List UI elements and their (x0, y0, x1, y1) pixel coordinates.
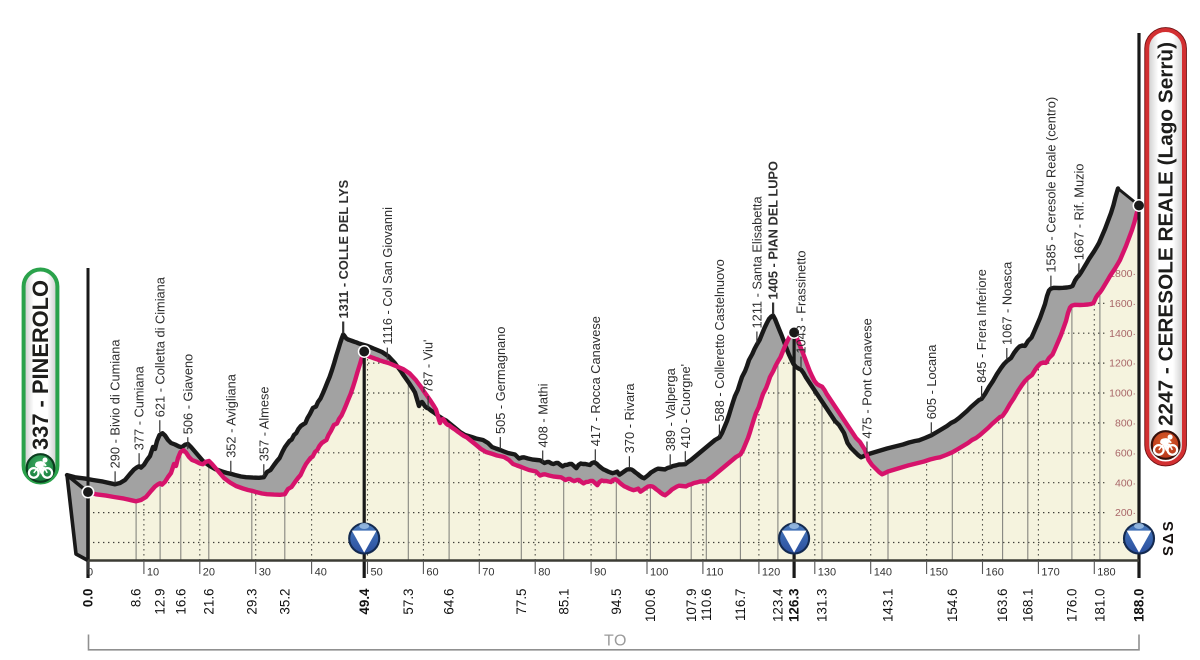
svg-text:131.3: 131.3 (815, 589, 830, 623)
svg-text:1200·: 1200· (1109, 358, 1136, 370)
svg-text:1000·: 1000· (1109, 388, 1136, 400)
svg-text:150: 150 (930, 567, 948, 579)
svg-text:126.3: 126.3 (787, 589, 802, 623)
svg-text:1405 - PIAN DEL LUPO: 1405 - PIAN DEL LUPO (766, 161, 781, 299)
svg-text:64.6: 64.6 (442, 589, 457, 615)
svg-text:21.6: 21.6 (201, 589, 216, 615)
svg-text:1067 - Noasca: 1067 - Noasca (999, 261, 1014, 345)
svg-text:1116 - Col San Giovanni: 1116 - Col San Giovanni (380, 207, 395, 345)
svg-text:357 - Almese: 357 - Almese (256, 386, 271, 461)
svg-text:181.0: 181.0 (1093, 589, 1108, 623)
svg-text:154.6: 154.6 (945, 589, 960, 623)
svg-text:12.9: 12.9 (153, 589, 168, 615)
svg-text:77.5: 77.5 (514, 589, 529, 615)
svg-text:57.3: 57.3 (401, 589, 416, 615)
svg-text:400·: 400· (1115, 477, 1136, 489)
svg-text:160: 160 (986, 567, 1004, 579)
svg-text:417 - Rocca Canavese: 417 - Rocca Canavese (588, 316, 603, 446)
svg-text:143.1: 143.1 (881, 589, 896, 623)
svg-text:123.4: 123.4 (771, 588, 786, 622)
svg-text:49.4: 49.4 (357, 588, 372, 615)
svg-text:10: 10 (147, 567, 159, 579)
svg-text:50: 50 (371, 567, 383, 579)
svg-text:1585 - Ceresole Reale (centro): 1585 - Ceresole Reale (centro) (1044, 97, 1059, 273)
svg-text:377 - Cumiana: 377 - Cumiana (132, 365, 147, 450)
svg-text:176.0: 176.0 (1065, 589, 1080, 623)
svg-text:290 - Bivio di Cumiana: 290 - Bivio di Cumiana (108, 339, 123, 469)
svg-text:1667 - Rif. Muzio: 1667 - Rif. Muzio (1072, 164, 1087, 261)
svg-text:94.5: 94.5 (609, 589, 624, 615)
svg-text:505 - Germagnano: 505 - Germagnano (493, 327, 508, 434)
svg-text:16.6: 16.6 (173, 589, 188, 615)
svg-text:475 - Pont Canavese: 475 - Pont Canavese (860, 318, 875, 438)
svg-text:163.6: 163.6 (995, 588, 1010, 622)
svg-text:40: 40 (315, 567, 327, 579)
svg-text:8.6: 8.6 (129, 589, 144, 608)
svg-text:1400·: 1400· (1109, 328, 1136, 340)
svg-text:0: 0 (87, 567, 93, 579)
svg-text:787 - Viu': 787 - Viu' (421, 340, 436, 393)
svg-text:110: 110 (706, 567, 724, 579)
svg-text:170: 170 (1041, 567, 1059, 579)
svg-text:20: 20 (203, 567, 215, 579)
svg-text:100: 100 (650, 567, 668, 579)
svg-text:370 - Rivara: 370 - Rivara (622, 383, 637, 454)
svg-text:1311 - COLLE DEL LYS: 1311 - COLLE DEL LYS (336, 179, 351, 318)
svg-text:621 - Colletta di Cimiana: 621 - Colletta di Cimiana (152, 276, 167, 417)
svg-text:200·: 200· (1115, 507, 1136, 519)
svg-text:2247 - CERESOLE REALE (Lago Se: 2247 - CERESOLE REALE (Lago Serrù) (1155, 42, 1177, 426)
svg-text:389 - Valperga: 389 - Valperga (663, 367, 678, 451)
svg-text:180: 180 (1097, 567, 1115, 579)
svg-text:TO: TO (604, 633, 627, 650)
svg-text:0.0: 0.0 (81, 589, 96, 608)
svg-text:1600·: 1600· (1109, 298, 1136, 310)
svg-text:845 - Frera Inferiore: 845 - Frera Inferiore (974, 269, 989, 383)
svg-text:605 - Locana: 605 - Locana (924, 344, 939, 420)
svg-text:120: 120 (762, 567, 780, 579)
svg-text:110.6: 110.6 (699, 589, 714, 622)
svg-text:90: 90 (594, 567, 606, 579)
svg-text:800·: 800· (1115, 418, 1136, 430)
svg-text:SΔS: SΔS (1160, 519, 1177, 556)
svg-text:107.9: 107.9 (684, 589, 699, 623)
svg-text:100.6: 100.6 (643, 589, 658, 623)
svg-text:29.3: 29.3 (244, 589, 259, 615)
svg-text:70: 70 (482, 567, 494, 579)
svg-text:600·: 600· (1115, 447, 1136, 459)
svg-text:60: 60 (426, 567, 438, 579)
svg-text:35.2: 35.2 (277, 589, 292, 615)
svg-text:506 - Giaveno: 506 - Giaveno (180, 354, 195, 434)
svg-text:588 - Colleretto Castelnuovo: 588 - Colleretto Castelnuovo (712, 259, 727, 421)
svg-text:85.1: 85.1 (556, 589, 571, 615)
svg-text:188.0: 188.0 (1132, 589, 1147, 623)
svg-text:1211 - Santa Elisabetta: 1211 - Santa Elisabetta (750, 196, 765, 329)
svg-text:116.7: 116.7 (733, 589, 748, 622)
svg-text:168.1: 168.1 (1020, 589, 1035, 623)
svg-text:130: 130 (818, 567, 836, 579)
svg-text:30: 30 (259, 567, 271, 579)
svg-text:337 - PINEROLO: 337 - PINEROLO (28, 280, 53, 450)
svg-text:1043 - Frassinetto: 1043 - Frassinetto (794, 250, 809, 353)
svg-text:80: 80 (538, 567, 550, 579)
svg-text:352 - Avigliana: 352 - Avigliana (223, 373, 238, 458)
svg-text:410 - Cuorgne': 410 - Cuorgne' (678, 364, 693, 448)
svg-text:140: 140 (874, 567, 892, 579)
svg-text:408 - Mathi: 408 - Mathi (535, 383, 550, 447)
